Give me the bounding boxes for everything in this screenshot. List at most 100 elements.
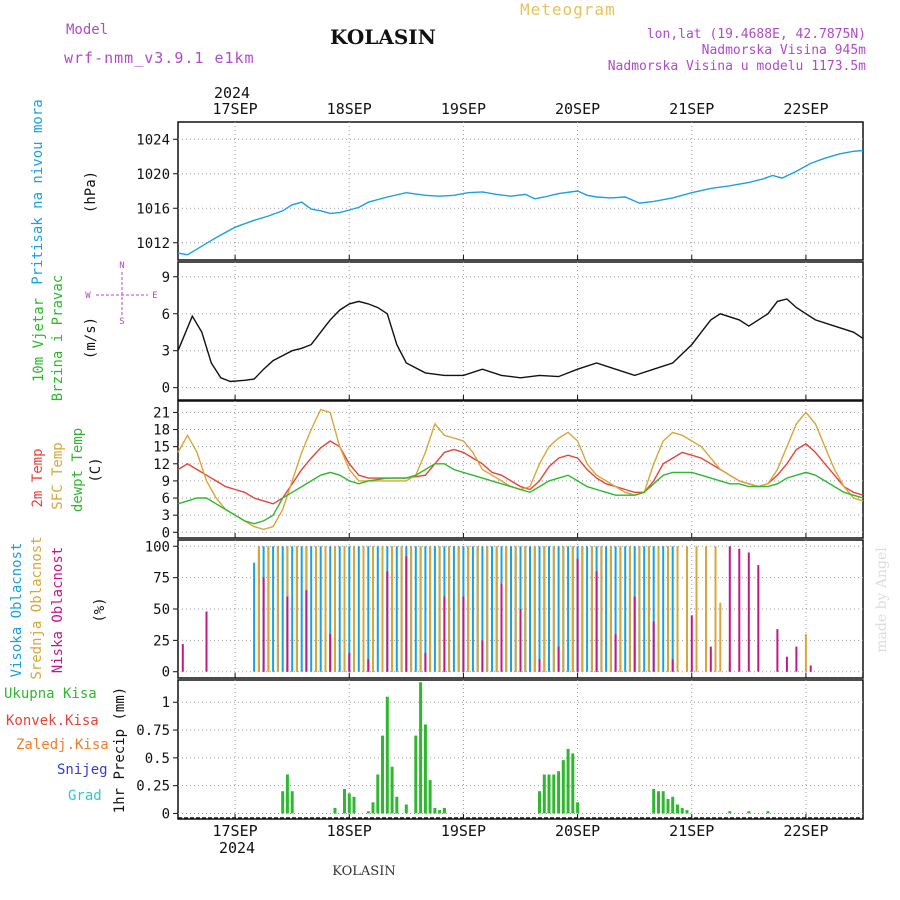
top-day-label: 18SEP: [327, 100, 372, 118]
low_cloud-bar: [595, 571, 598, 672]
top-year-label: 2024: [214, 84, 250, 102]
precip-axis-label: 1hr Precip (mm): [112, 687, 128, 813]
high_cloud-bar: [414, 546, 417, 672]
high_cloud-bar: [643, 546, 646, 672]
y-tick-label: 100: [145, 539, 170, 555]
mid_cloud-bar: [514, 546, 517, 672]
low_cloud-bar: [481, 640, 484, 672]
location-coords: lon,lat (19.4688E, 42.7875N): [647, 27, 866, 42]
temp-ylabel-dewpt: dewpt Temp: [70, 428, 86, 512]
bottom-day-label: 20SEP: [555, 822, 600, 840]
low_cloud-bar: [405, 556, 408, 672]
compass-north-icon: N: [119, 261, 124, 271]
mid_cloud-bar: [695, 546, 698, 672]
mid_cloud-bar: [438, 546, 441, 672]
panel-precipitation: 0 0.25 0.5 0.75 1: [136, 679, 864, 822]
temp-ylabel-2m: 2m Temp: [30, 448, 46, 507]
y-tick-label: 0: [162, 525, 170, 541]
mid_cloud-bar: [381, 546, 384, 672]
low_cloud-bar: [633, 596, 636, 672]
high_cloud-bar: [652, 546, 655, 672]
top-day-label: 20SEP: [555, 100, 600, 118]
precip_total-bar: [442, 807, 446, 814]
mid_cloud-bar: [705, 546, 707, 672]
precip_total-bar: [428, 780, 432, 814]
cloud-ylabel-high: Visoka Oblacnost: [9, 543, 25, 678]
precip_total-bar: [423, 724, 427, 814]
precip_total-bar: [285, 774, 289, 814]
high_cloud-bar: [510, 546, 512, 672]
bottom-day-label: 17SEP: [213, 822, 258, 840]
wind-ylabel-1: 10m Vjetar: [31, 298, 47, 382]
low_cloud-bar: [519, 609, 522, 672]
precip_total-bar: [542, 774, 546, 814]
mid_cloud-bar: [667, 546, 669, 672]
precip_total-bar: [666, 799, 670, 814]
precip_total-bar: [352, 796, 356, 814]
precip_total-bar: [385, 696, 389, 814]
high_cloud-bar: [538, 546, 541, 672]
wind-compass: N S W E: [85, 261, 157, 327]
wind_speed-line: [177, 298, 864, 383]
mid_cloud-bar: [476, 546, 479, 672]
precip_total-bar: [747, 811, 751, 814]
low_cloud-bar: [367, 659, 370, 672]
mid_cloud-bar: [467, 546, 470, 672]
y-tick-label: 6: [162, 491, 170, 507]
mid_cloud-bar: [686, 546, 688, 672]
mid_cloud-bar: [267, 546, 270, 672]
low_cloud-bar: [386, 571, 389, 672]
low_cloud-bar: [329, 634, 332, 672]
panel-wind: 0 3 6 9: [162, 261, 864, 401]
mid_cloud-bar: [400, 546, 403, 672]
model-label: Model: [66, 22, 108, 38]
mid_cloud-bar: [647, 546, 650, 672]
model-name: wrf-nmm_v3.9.1 e1km: [64, 49, 255, 67]
panel-pressure: 1012 1016 1020 1024: [136, 121, 864, 261]
mid_cloud-bar: [552, 546, 555, 672]
station-title: KOLASIN: [330, 25, 436, 49]
high_cloud-bar: [281, 546, 284, 672]
mid_cloud-bar: [600, 546, 603, 672]
low_cloud-bar: [671, 659, 674, 672]
bottom-day-label: 18SEP: [327, 822, 372, 840]
low_cloud-bar: [614, 634, 617, 672]
mid_cloud-bar: [543, 546, 546, 672]
high_cloud-bar: [671, 546, 674, 672]
mid_cloud-bar: [676, 546, 679, 672]
pressure-unit: (hPa): [83, 171, 99, 213]
mid_cloud-bar: [429, 546, 432, 672]
cloud-ylabel-low: Niska Oblacnost: [50, 547, 66, 673]
panels: 1012101610201024036903691215182102550751…: [136, 121, 864, 822]
mid_cloud-bar: [343, 546, 346, 672]
y-tick-label: 75: [153, 571, 170, 587]
low_cloud-bar: [443, 596, 446, 672]
low_cloud-bar: [305, 590, 308, 672]
high_cloud-bar: [557, 546, 560, 672]
y-tick-label: 0: [162, 381, 170, 397]
mid_cloud-bar: [524, 546, 527, 672]
precip_total-bar: [343, 789, 346, 814]
high_cloud-bar: [605, 546, 608, 672]
mid_cloud-bar: [533, 546, 536, 672]
y-tick-label: 9: [162, 270, 170, 286]
bottom-day-label: 21SEP: [669, 822, 714, 840]
low_cloud-bar: [348, 652, 351, 672]
credit-watermark: made by Angel: [874, 547, 890, 653]
precip_total-bar: [652, 789, 656, 814]
precip_total-bar: [685, 810, 689, 814]
high_cloud-bar: [452, 546, 455, 672]
precip_total-bar: [576, 802, 580, 814]
precip_total-bar: [395, 796, 399, 814]
pressure-line: [177, 149, 864, 256]
precip-legend-snow: Snijeg: [57, 762, 108, 778]
high_cloud-bar: [319, 546, 322, 672]
low_cloud-bar: [795, 646, 798, 672]
precip_total-bar: [766, 811, 770, 814]
top-day-label: 17SEP: [213, 100, 258, 118]
high_cloud-bar: [376, 546, 379, 672]
high_cloud-bar: [433, 546, 436, 672]
footer-station: KOLASIN: [332, 864, 395, 879]
